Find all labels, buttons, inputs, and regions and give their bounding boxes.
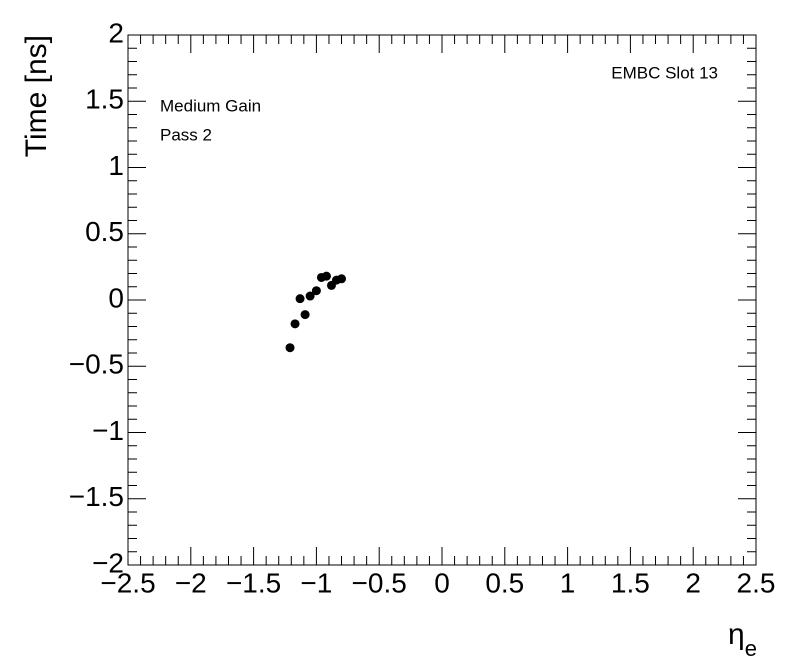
point: [337, 274, 347, 284]
x-tick-label: −1.5: [226, 567, 281, 598]
y-tick-label: −1.5: [69, 481, 124, 512]
x-tick-label: −0.5: [352, 567, 407, 598]
y-tick-label: 0.5: [85, 216, 124, 247]
x-tick-label: −2.5: [100, 567, 155, 598]
x-tick-label: 0.5: [485, 567, 524, 598]
annotation: Pass 2: [160, 125, 212, 144]
x-tick-label: −2: [175, 567, 207, 598]
x-tick-label: 1: [560, 567, 576, 598]
x-tick-label: 2.5: [737, 567, 776, 598]
y-axis-title: Time [ns]: [20, 35, 53, 157]
y-tick-label: 1.5: [85, 84, 124, 115]
point: [285, 343, 295, 353]
point: [300, 310, 310, 320]
x-axis-title: ηe: [728, 618, 757, 661]
annotation: EMBC Slot 13: [611, 63, 718, 82]
x-tick-label: 0: [434, 567, 450, 598]
y-tick-label: 2: [108, 17, 124, 48]
x-tick-label: 1.5: [611, 567, 650, 598]
y-tick-label: −2: [92, 547, 124, 578]
point: [321, 271, 331, 281]
point: [290, 319, 300, 329]
y-tick-label: −1: [92, 415, 124, 446]
point: [295, 294, 305, 304]
y-tick-label: 0: [108, 282, 124, 313]
y-tick-label: −0.5: [69, 349, 124, 380]
annotation: Medium Gain: [160, 96, 261, 115]
point: [311, 286, 321, 296]
x-tick-label: 2: [685, 567, 701, 598]
point: [305, 291, 315, 301]
x-axis-subscript: e: [745, 636, 757, 661]
x-axis-symbol: η: [728, 618, 745, 651]
y-tick-label: 1: [108, 150, 124, 181]
x-tick-label: −1: [300, 567, 332, 598]
